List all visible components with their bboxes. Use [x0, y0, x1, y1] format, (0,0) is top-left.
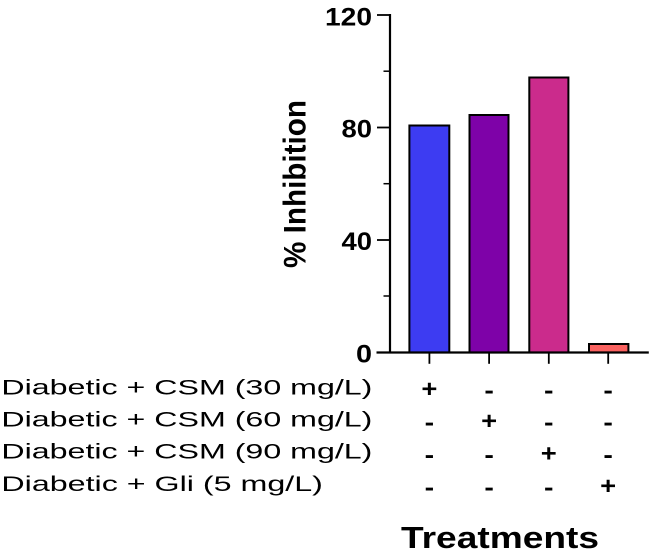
svg-text:-: - — [425, 410, 435, 437]
svg-text:-: - — [603, 410, 613, 437]
svg-text:Diabetic + CSM (60 mg/L): Diabetic + CSM (60 mg/L) — [1, 408, 372, 431]
svg-text:-: - — [425, 442, 435, 469]
svg-text:+: + — [541, 441, 557, 468]
svg-text:+: + — [481, 408, 497, 435]
svg-text:40: 40 — [342, 228, 373, 256]
svg-text:-: - — [425, 474, 435, 501]
svg-text:% Inhibition: % Inhibition — [276, 100, 312, 268]
svg-text:Treatments: Treatments — [401, 521, 599, 555]
svg-text:-: - — [544, 474, 554, 501]
svg-text:Diabetic + Gli (5 mg/L): Diabetic + Gli (5 mg/L) — [1, 473, 323, 496]
svg-text:80: 80 — [342, 116, 373, 144]
svg-text:-: - — [544, 377, 554, 404]
svg-text:Diabetic + CSM (90 mg/L): Diabetic + CSM (90 mg/L) — [1, 441, 372, 464]
svg-text:120: 120 — [325, 3, 372, 31]
svg-text:-: - — [603, 377, 613, 404]
svg-text:-: - — [484, 474, 494, 501]
svg-text:-: - — [484, 377, 494, 404]
svg-text:+: + — [600, 473, 616, 500]
svg-text:Diabetic + CSM (30 mg/L): Diabetic + CSM (30 mg/L) — [1, 376, 372, 399]
svg-text:-: - — [603, 442, 613, 469]
svg-text:-: - — [484, 442, 494, 469]
svg-text:+: + — [421, 376, 437, 403]
svg-text:0: 0 — [356, 340, 372, 368]
svg-text:-: - — [544, 410, 554, 437]
